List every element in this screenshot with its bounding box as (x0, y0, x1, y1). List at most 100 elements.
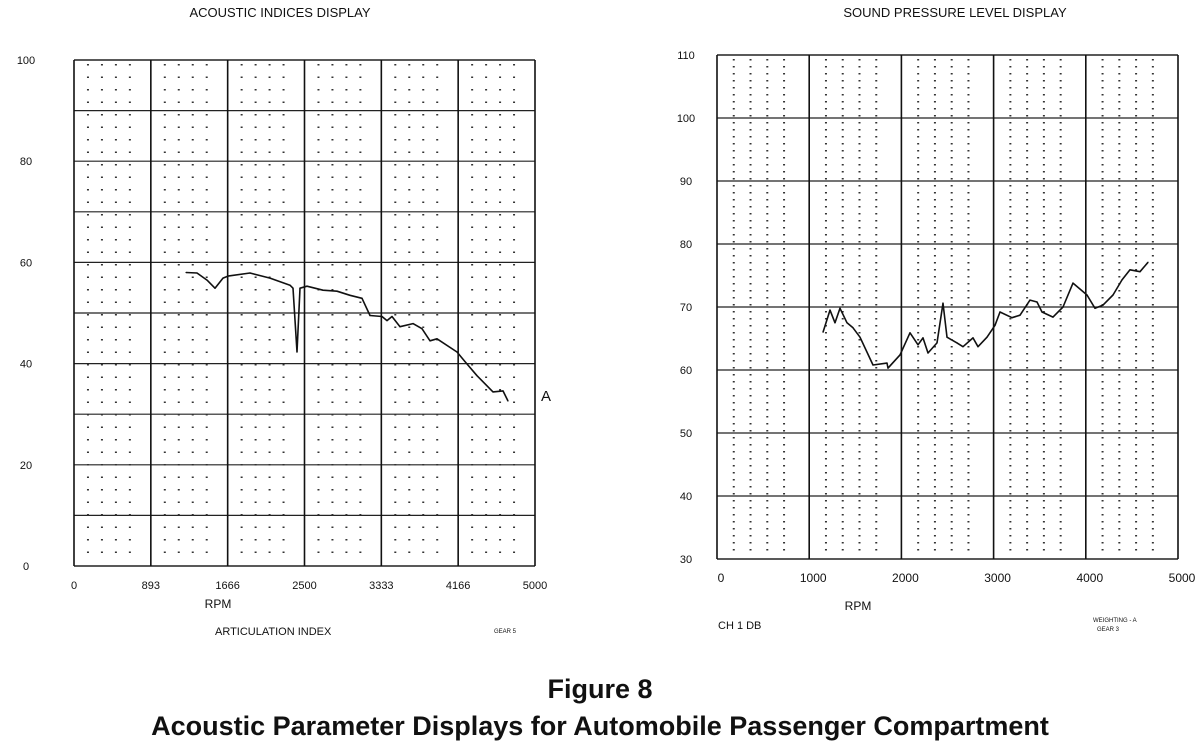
data-point (502, 390, 504, 392)
data-point (227, 275, 229, 277)
data-point (1112, 294, 1114, 296)
data-point (1062, 306, 1064, 308)
data-point (412, 323, 414, 325)
data-point (249, 272, 251, 274)
left-x-axis-label: RPM (205, 597, 232, 611)
data-point (946, 336, 948, 338)
data-point (296, 351, 298, 353)
data-point (369, 314, 371, 317)
data-point (391, 315, 393, 318)
data-point (1086, 294, 1088, 296)
data-point (507, 400, 509, 402)
x-tick-label: 5000 (523, 580, 547, 592)
y-tick-label: 80 (20, 156, 32, 168)
data-point (476, 375, 478, 377)
data-point (909, 332, 911, 334)
y-tick-label: 110 (677, 50, 695, 62)
data-point (292, 287, 294, 289)
y-tick-label: 40 (20, 359, 32, 371)
figure-label: Figure 8 (547, 674, 653, 704)
x-tick-label: 0 (71, 580, 77, 592)
data-point (464, 360, 466, 363)
data-point (1121, 279, 1123, 281)
y-tick-label: 100 (677, 113, 695, 125)
y-tick-label: 70 (680, 302, 692, 314)
x-tick-label: 1000 (800, 571, 827, 585)
data-point (962, 346, 964, 348)
y-tick-label: 80 (680, 239, 692, 251)
data-point (381, 315, 383, 318)
data-point (421, 328, 423, 330)
data-point (1129, 269, 1131, 271)
x-tick-label: 3333 (369, 580, 393, 592)
right-chart-title: SOUND PRESSURE LEVEL DISPLAY (843, 5, 1067, 20)
data-point (922, 337, 924, 339)
y-tick-label: 100 (17, 55, 35, 67)
data-point (289, 284, 291, 286)
figure-caption: Acoustic Parameter Displays for Automobi… (151, 711, 1049, 741)
data-point (829, 309, 831, 311)
data-point (299, 287, 301, 289)
x-tick-label: 0 (718, 571, 725, 585)
y-tick-label: 90 (680, 176, 692, 188)
data-point (839, 307, 841, 309)
data-point (917, 344, 919, 346)
right-weighting-label: WEIGHTING - A (1093, 618, 1137, 624)
data-point (1052, 316, 1054, 318)
data-point (1147, 261, 1149, 263)
y-tick-label: 20 (20, 460, 32, 472)
data-point (492, 391, 494, 393)
data-point (986, 336, 988, 338)
right-footer-label: CH 1 DB (718, 620, 761, 632)
data-point (361, 297, 363, 299)
data-point (322, 289, 324, 291)
data-point (399, 326, 401, 328)
data-point (1041, 311, 1043, 313)
data-point (956, 342, 958, 344)
y-tick-label: 30 (680, 554, 692, 566)
data-point (994, 324, 996, 326)
y-tick-label: 50 (680, 428, 692, 440)
data-point (972, 337, 974, 339)
data-point (269, 277, 271, 279)
data-point (1094, 307, 1096, 309)
x-tick-label: 4000 (1076, 571, 1103, 585)
data-point (999, 311, 1001, 313)
data-point (222, 277, 224, 279)
left-chart-plot: 0 893 1666 2500 3333 4166 5000 0 20 40 60 80 100 (17, 55, 547, 592)
data-point (899, 354, 901, 356)
data-point (1072, 282, 1074, 284)
data-point (386, 319, 388, 322)
y-tick-label: 60 (20, 257, 32, 269)
data-point (927, 352, 929, 354)
data-point (214, 287, 216, 289)
data-point (1011, 317, 1013, 319)
right-x-axis-label: RPM (845, 599, 872, 613)
x-tick-label: 893 (142, 580, 160, 592)
data-point (336, 290, 338, 292)
data-point (834, 322, 836, 324)
data-series-line (185, 271, 509, 402)
x-tick-label: 1666 (215, 580, 239, 592)
y-tick-label: 60 (680, 365, 692, 377)
left-footer-label: ARTICULATION INDEX (215, 626, 332, 638)
data-point (185, 271, 187, 274)
data-point (886, 362, 888, 364)
data-point (942, 302, 944, 304)
data-point (1036, 301, 1038, 303)
y-tick-label: 40 (680, 491, 692, 503)
left-series-label: A (541, 388, 551, 405)
data-series-line (822, 261, 1149, 369)
data-point (887, 367, 889, 369)
data-point (852, 327, 854, 329)
data-point (859, 336, 861, 338)
data-point (349, 294, 351, 296)
y-tick-label: 0 (23, 561, 29, 573)
data-point (872, 364, 874, 366)
data-point (196, 272, 198, 274)
data-point (1029, 299, 1031, 301)
data-point (977, 346, 979, 348)
data-point (436, 338, 438, 340)
data-point (822, 331, 824, 333)
data-point (429, 340, 431, 342)
